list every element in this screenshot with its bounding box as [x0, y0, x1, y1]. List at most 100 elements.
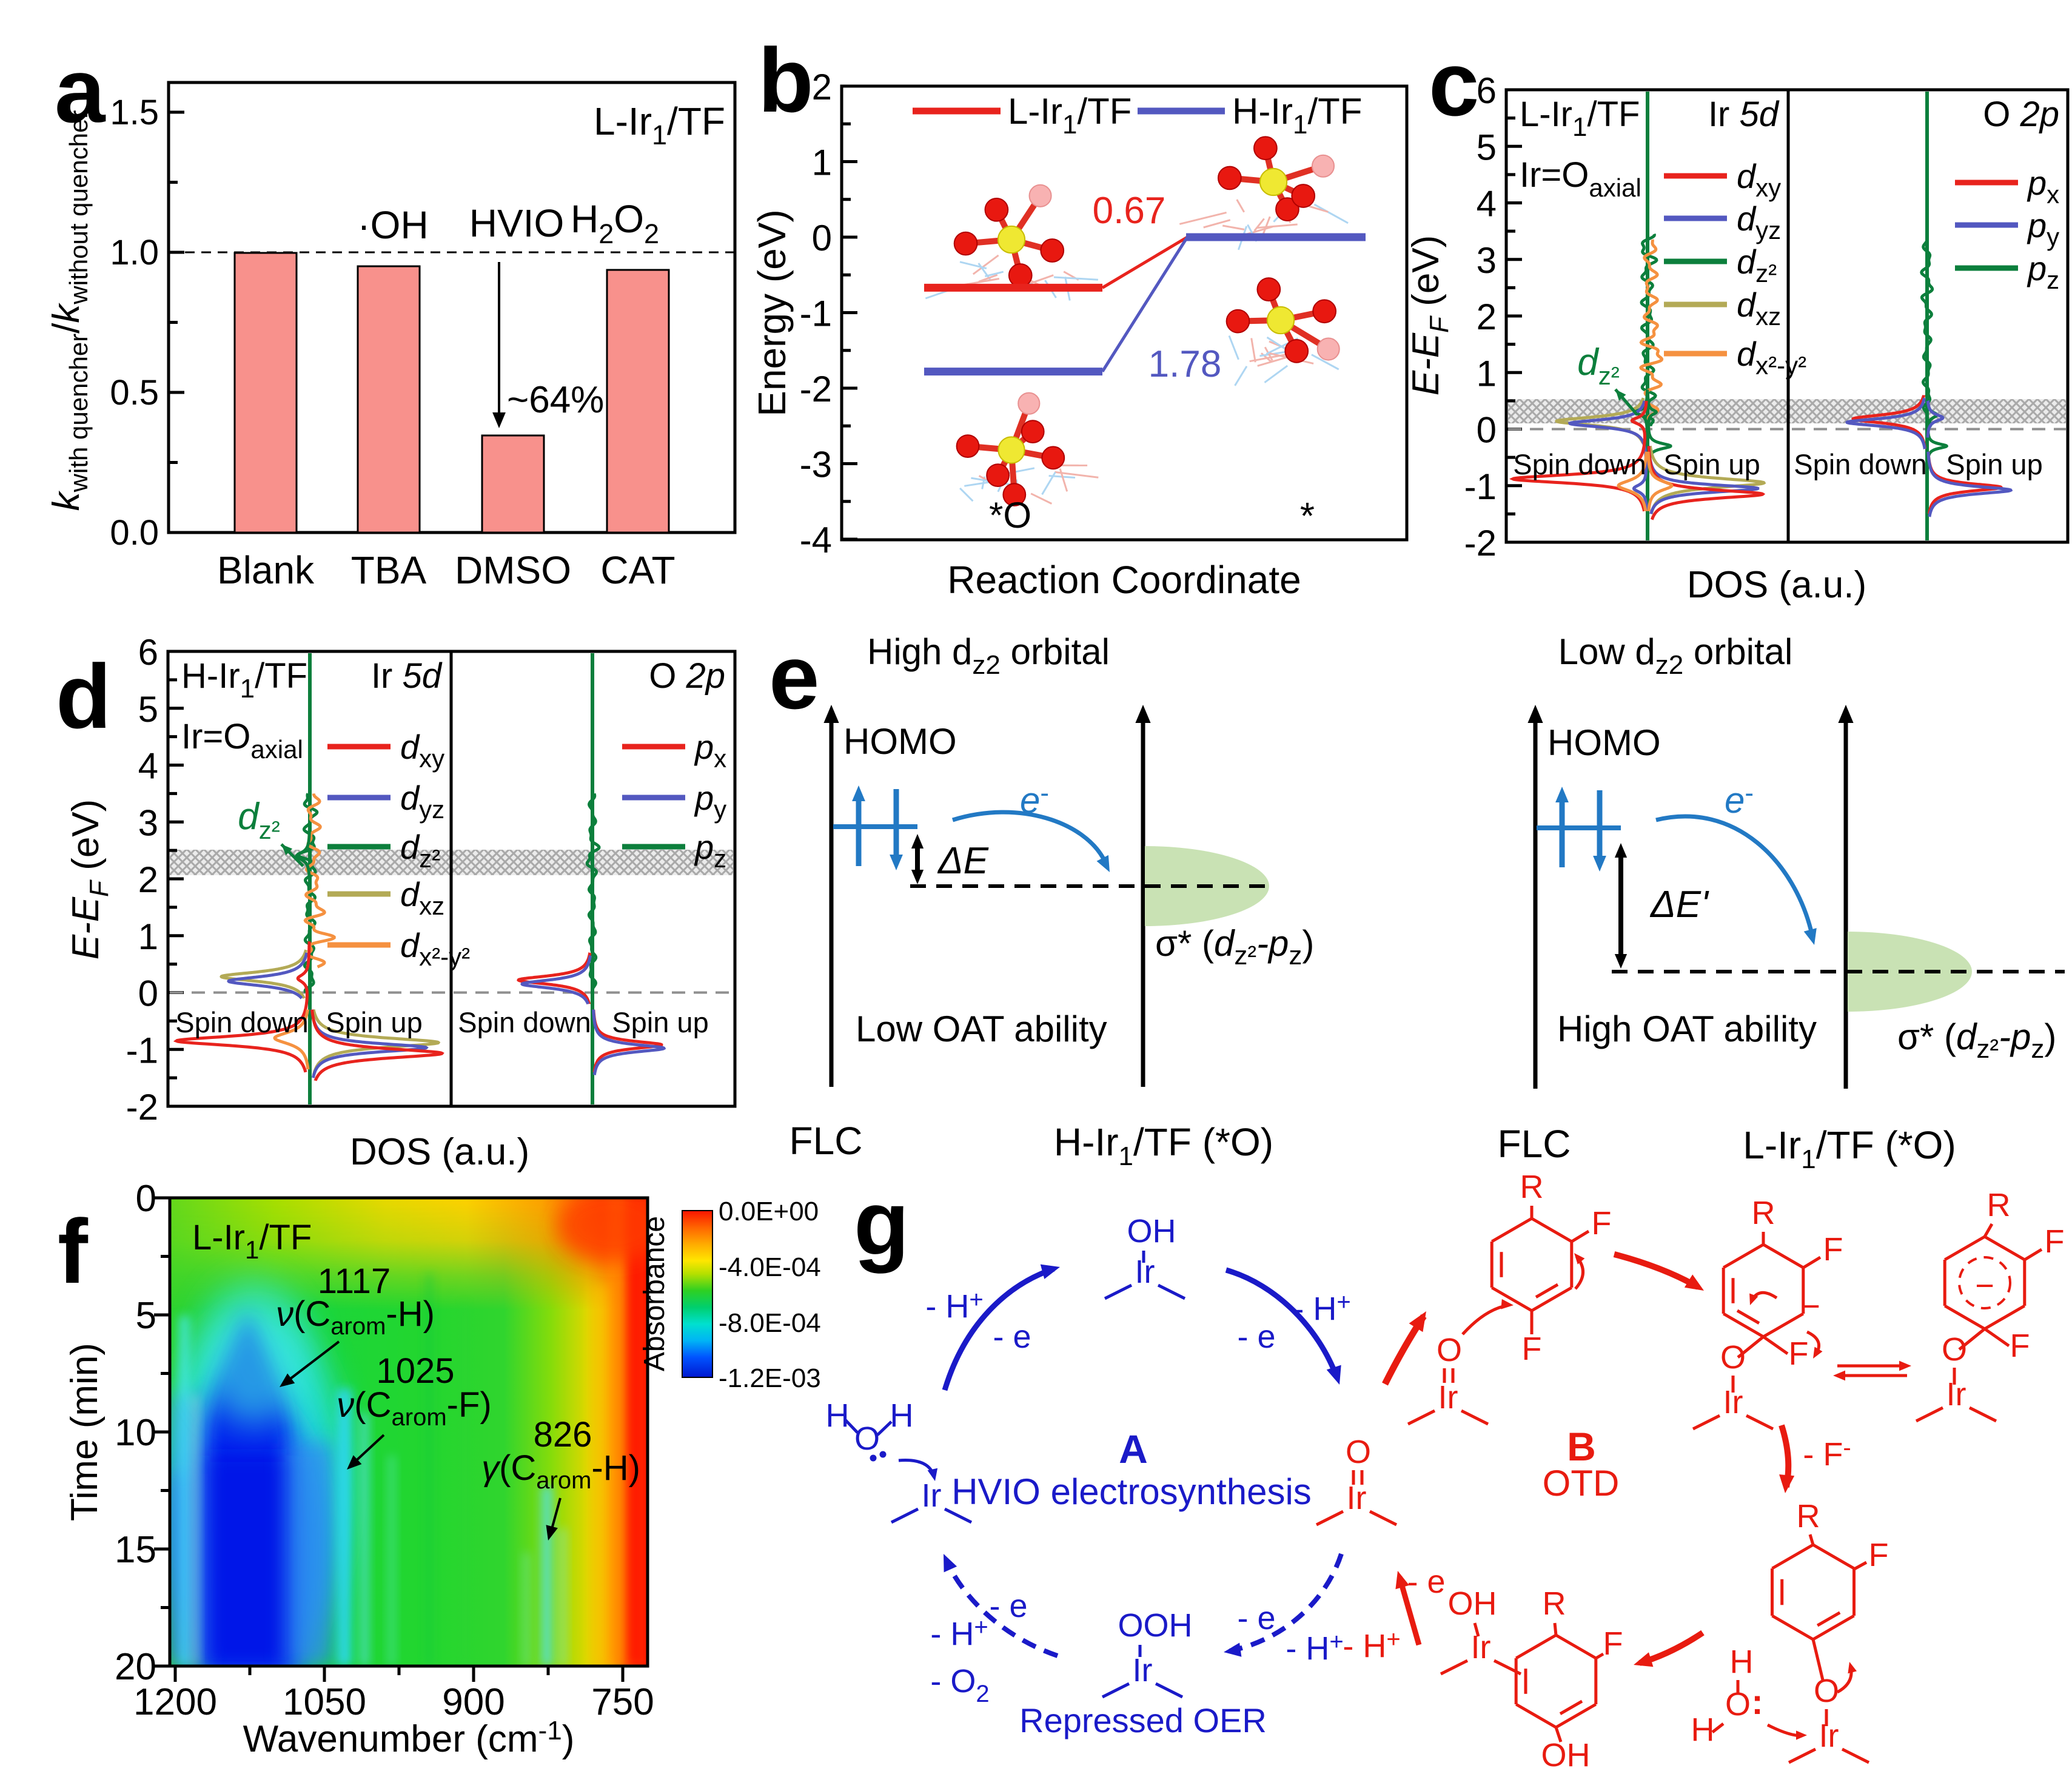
svg-text:-3: -3 [800, 445, 832, 485]
svg-text:F: F [1823, 1231, 1843, 1268]
svg-text:d: d [56, 645, 112, 747]
svg-text:0: 0 [136, 1178, 156, 1220]
svg-text:Repressed OER: Repressed OER [1019, 1701, 1267, 1739]
svg-text:H: H [890, 1397, 914, 1434]
svg-text:O: O [1346, 1434, 1371, 1470]
svg-text:- e: - e [989, 1588, 1027, 1624]
svg-text:1: 1 [138, 916, 158, 957]
svg-text:Ir: Ir [1723, 1384, 1743, 1420]
svg-text:- e: - e [993, 1319, 1031, 1355]
svg-text:-8.0E-04: -8.0E-04 [719, 1308, 821, 1338]
svg-text:F: F [1592, 1205, 1612, 1242]
svg-text:Spin down: Spin down [1513, 448, 1646, 480]
svg-text:Reaction Coordinate: Reaction Coordinate [947, 558, 1301, 602]
svg-text:-2: -2 [800, 369, 832, 409]
svg-text:3: 3 [138, 802, 158, 843]
svg-text:High OAT ability: High OAT ability [1557, 1009, 1817, 1049]
svg-text:0.0: 0.0 [110, 513, 159, 553]
svg-text:O: O [854, 1420, 880, 1457]
svg-text:Spin up: Spin up [1946, 448, 2042, 480]
svg-text:R: R [1797, 1498, 1820, 1534]
svg-text:Blank: Blank [217, 548, 315, 592]
svg-text:O: O [1814, 1673, 1839, 1709]
svg-text:B: B [1567, 1424, 1596, 1469]
svg-text:5: 5 [136, 1295, 156, 1337]
svg-text:f: f [58, 1200, 89, 1302]
svg-text:e: e [769, 626, 819, 728]
svg-text:Energy (eV): Energy (eV) [750, 209, 794, 416]
svg-text:Time (min): Time (min) [64, 1343, 106, 1521]
svg-text:O 2p: O 2p [1983, 95, 2059, 134]
svg-text:HVIO: HVIO [469, 201, 564, 245]
svg-text:- e: - e [1237, 1600, 1275, 1636]
svg-text:1.78: 1.78 [1148, 343, 1222, 385]
svg-text:-4.0E-04: -4.0E-04 [719, 1252, 821, 1282]
svg-text:Ir: Ir [1133, 1652, 1153, 1689]
svg-text:−: − [1975, 1268, 1994, 1304]
svg-text:F: F [2010, 1328, 2030, 1364]
svg-text:OH: OH [1448, 1585, 1497, 1622]
svg-text:2: 2 [812, 67, 832, 107]
svg-text:10: 10 [115, 1412, 156, 1454]
svg-text:1: 1 [1477, 353, 1497, 394]
svg-text:E-EF (eV): E-EF (eV) [65, 799, 114, 960]
svg-text:R: R [1987, 1187, 2011, 1223]
svg-text:c: c [1429, 33, 1479, 135]
svg-text:F: F [1603, 1625, 1623, 1662]
svg-text:FLC: FLC [790, 1119, 863, 1163]
svg-text:DOS (a.u.): DOS (a.u.) [1687, 564, 1866, 606]
svg-text:OTD: OTD [1543, 1463, 1620, 1504]
svg-text:5: 5 [138, 689, 158, 730]
svg-text:L-Ir1/TF (*O): L-Ir1/TF (*O) [1743, 1123, 1956, 1174]
svg-text::: : [1751, 1682, 1763, 1722]
svg-text:O 2p: O 2p [649, 656, 725, 696]
svg-text:O: O [1725, 1686, 1751, 1722]
svg-text:ΔE: ΔE [937, 840, 989, 882]
svg-text:1: 1 [812, 143, 832, 183]
svg-text:Ir: Ir [922, 1477, 942, 1514]
svg-text:0.0E+00: 0.0E+00 [719, 1197, 819, 1226]
svg-text:-2: -2 [1464, 523, 1497, 563]
svg-text:O: O [1437, 1332, 1462, 1368]
svg-text:H: H [826, 1397, 850, 1434]
svg-text:F: F [1869, 1537, 1889, 1573]
svg-text:O: O [1720, 1339, 1746, 1376]
svg-text:ΔE': ΔE' [1649, 884, 1709, 926]
svg-text:*O: *O [989, 495, 1031, 536]
svg-text:0: 0 [138, 973, 158, 1014]
svg-text:F: F [1522, 1331, 1542, 1367]
svg-text:Spin down: Spin down [458, 1006, 591, 1038]
svg-text:R: R [1543, 1585, 1566, 1622]
svg-text:-1.2E-03: -1.2E-03 [719, 1363, 821, 1393]
svg-text:0: 0 [1477, 410, 1497, 451]
svg-text:OH: OH [1541, 1737, 1591, 1768]
svg-text:HVIO electrosynthesis: HVIO electrosynthesis [951, 1471, 1312, 1512]
svg-text:- e: - e [1237, 1319, 1275, 1355]
svg-text:~64%: ~64% [507, 379, 604, 421]
svg-text:5: 5 [1477, 127, 1497, 167]
svg-text:6: 6 [138, 632, 158, 673]
svg-text:Ir: Ir [1471, 1629, 1491, 1665]
svg-text:HOMO: HOMO [843, 721, 957, 762]
svg-text:- e: - e [1407, 1564, 1445, 1600]
svg-text:Ir: Ir [1347, 1480, 1367, 1516]
svg-text:Spin up: Spin up [1663, 448, 1760, 480]
svg-text:-4: -4 [800, 520, 832, 560]
svg-text:HOMO: HOMO [1547, 722, 1661, 763]
svg-text:−: − [1801, 1288, 1820, 1325]
svg-text:H-Ir1/TF (*O): H-Ir1/TF (*O) [1054, 1120, 1273, 1171]
svg-text:OOH: OOH [1118, 1607, 1192, 1644]
svg-text:H: H [1691, 1712, 1715, 1748]
svg-text:6: 6 [1477, 70, 1497, 111]
svg-text:R: R [1520, 1169, 1544, 1205]
svg-text:-2: -2 [126, 1087, 158, 1127]
svg-text:E-EF (eV): E-EF (eV) [1405, 235, 1454, 396]
svg-text:Spin up: Spin up [326, 1006, 422, 1038]
svg-text:2: 2 [1477, 297, 1497, 337]
svg-text:Spin down: Spin down [175, 1006, 309, 1038]
svg-text:Low OAT ability: Low OAT ability [856, 1009, 1107, 1049]
svg-text:Spin up: Spin up [612, 1006, 708, 1038]
svg-text:FLC: FLC [1498, 1122, 1571, 1166]
svg-text:F: F [1789, 1336, 1809, 1372]
svg-text:4: 4 [138, 746, 158, 787]
